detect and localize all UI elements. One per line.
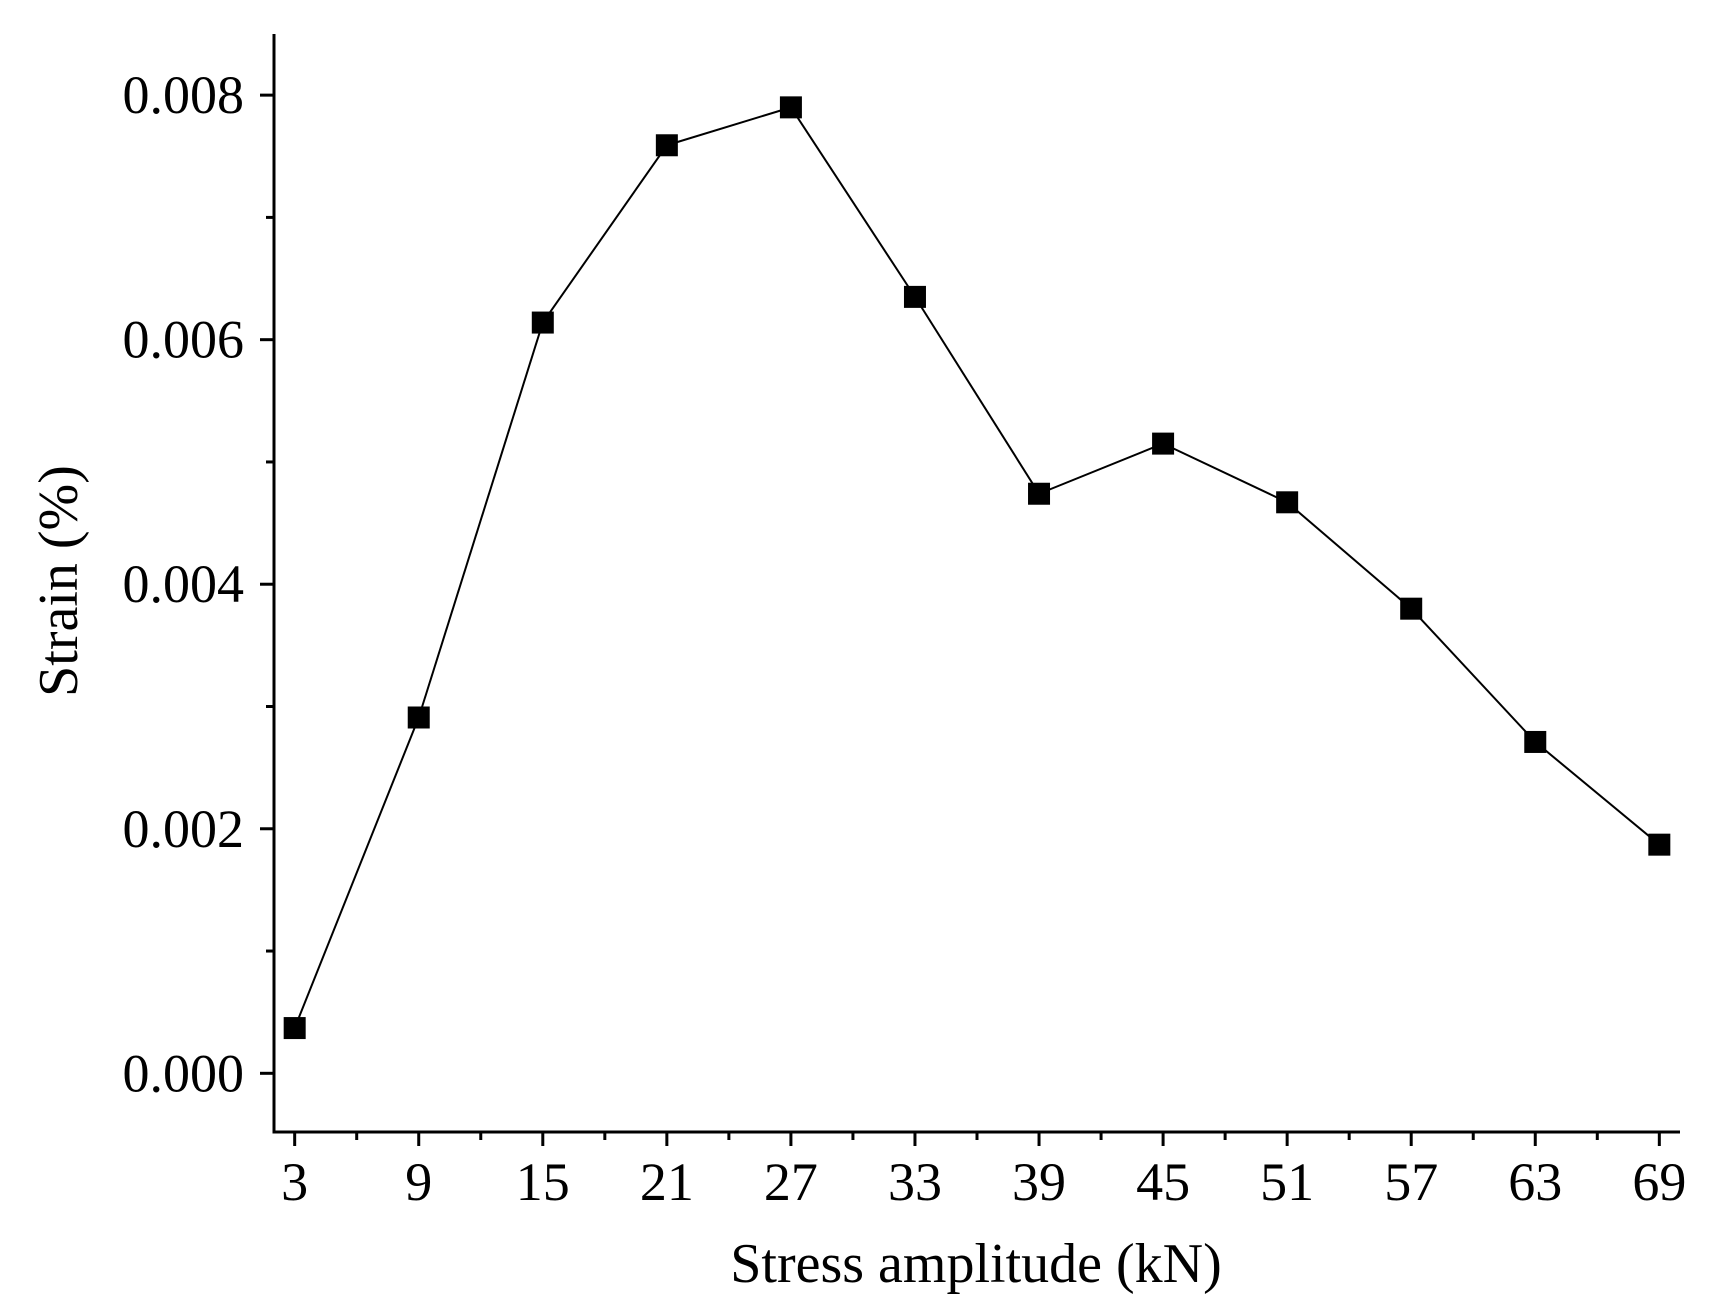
x-tick-label: 21: [640, 1152, 694, 1212]
x-tick-label: 3: [281, 1152, 308, 1212]
data-point: [903, 285, 926, 308]
x-tick-label: 33: [888, 1152, 942, 1212]
series-line-segment: [790, 106, 916, 298]
data-point: [1152, 432, 1175, 455]
y-tick-label: 0.002: [123, 799, 245, 859]
data-point: [407, 706, 430, 729]
x-tick-label: 45: [1136, 1152, 1190, 1212]
series-line-segment: [1410, 607, 1536, 743]
series-line-segment: [914, 296, 1040, 495]
series-line-segment: [1162, 442, 1288, 504]
y-tick-label: 0.004: [123, 554, 245, 614]
x-tick-label: 9: [405, 1152, 432, 1212]
y-tick-label: 0.006: [123, 310, 245, 370]
data-point: [531, 311, 554, 334]
series-line-segment: [417, 322, 544, 718]
series-line-group: [293, 106, 1660, 1029]
y-tick-label: 0.000: [123, 1043, 245, 1103]
data-point: [1524, 730, 1547, 753]
x-axis-label: Stress amplitude (kN): [730, 1233, 1221, 1295]
x-tick-label: 69: [1632, 1152, 1686, 1212]
data-point: [779, 96, 802, 119]
series-line-segment: [1038, 442, 1164, 495]
series-line-segment: [666, 106, 792, 147]
data-point: [1028, 482, 1051, 505]
y-tick-label: 0.008: [123, 65, 245, 125]
x-tick-label: 51: [1260, 1152, 1314, 1212]
data-point: [283, 1017, 306, 1040]
x-tick-label: 63: [1508, 1152, 1562, 1212]
series-line-segment: [1286, 501, 1412, 610]
data-point: [1648, 833, 1671, 856]
data-point: [1400, 597, 1423, 620]
y-ticks: 0.000 0.002 0.004 0.006 0.008: [123, 65, 274, 1103]
x-tick-label: 57: [1384, 1152, 1438, 1212]
data-point: [655, 134, 678, 157]
series-line-segment: [293, 717, 420, 1029]
series-line-segment: [1534, 741, 1660, 846]
series-line-segment: [541, 144, 668, 324]
series-markers-group: [283, 96, 1671, 1040]
x-tick-label: 27: [764, 1152, 818, 1212]
x-tick-label: 15: [516, 1152, 570, 1212]
data-point: [1276, 491, 1299, 514]
y-axis-label: Strain (%): [28, 465, 90, 697]
x-ticks: 3 9 15 21 27 33 39 45 51 57 63 69: [281, 1132, 1686, 1212]
x-tick-label: 39: [1012, 1152, 1066, 1212]
